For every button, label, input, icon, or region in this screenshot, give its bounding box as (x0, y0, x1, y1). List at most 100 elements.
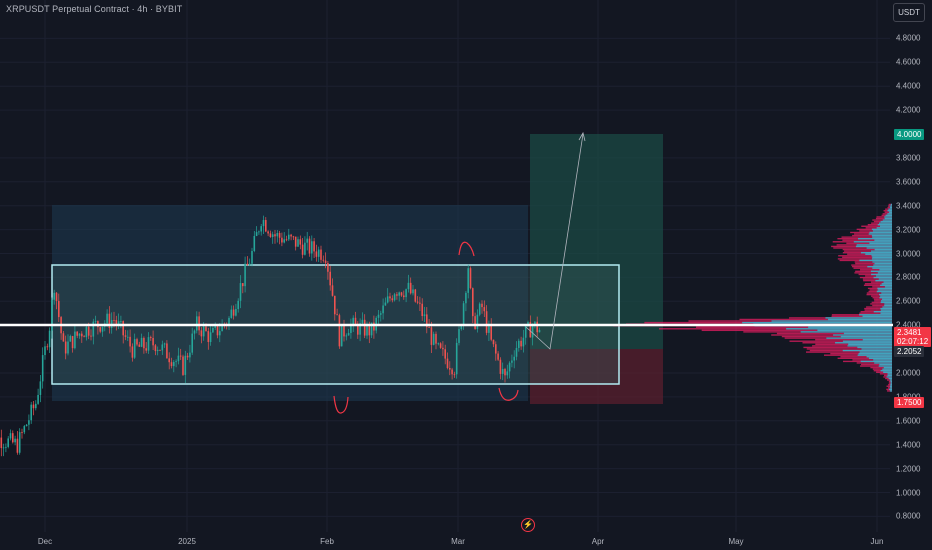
last-price-value: 2.3481 (897, 328, 922, 337)
volume-bar-buy (848, 343, 892, 346)
candle-body (317, 249, 320, 257)
volume-bar-sell (789, 340, 892, 342)
swing-high-marker[interactable] (458, 241, 475, 257)
candle-body (129, 336, 131, 347)
trade-target-zone[interactable] (530, 134, 663, 349)
volume-bar-sell (888, 380, 892, 383)
candle-body (458, 329, 460, 343)
candle-body (154, 345, 157, 352)
volume-bar-sell (776, 332, 892, 335)
volume-bar-buy (856, 244, 892, 246)
candle-body (30, 404, 32, 421)
candle-body (432, 333, 435, 345)
volume-bar-buy (883, 281, 892, 283)
volume-bar-buy (880, 312, 892, 314)
flash-icon[interactable]: ⚡ (521, 518, 535, 532)
time-tick-label: Jun (870, 537, 884, 546)
volume-bar-sell (879, 373, 892, 375)
volume-bar-buy (872, 236, 892, 238)
volume-bar-buy (861, 348, 892, 350)
volume-bar-sell (887, 390, 892, 392)
volume-bar-buy (869, 231, 892, 234)
candle-body (37, 394, 39, 404)
volume-bar-buy (786, 328, 892, 330)
volume-bar-buy (887, 373, 892, 375)
stop-price-label: 1.7500 (894, 397, 925, 408)
candle-body (513, 356, 515, 361)
candle-body (85, 326, 88, 338)
candle-body (391, 298, 394, 301)
price-tick-label: 1.0000 (896, 488, 921, 497)
projection-path[interactable] (525, 133, 584, 350)
volume-bar-sell (859, 269, 892, 271)
candle-body (161, 344, 164, 351)
volume-bar-sell (872, 219, 892, 221)
volume-bar-sell (851, 264, 892, 266)
candle-body (271, 234, 274, 238)
candle-body (345, 335, 348, 337)
candle-body (108, 313, 111, 328)
trade-stop-zone[interactable] (530, 349, 663, 404)
volume-bar-buy (874, 262, 892, 265)
swing-low-marker-1[interactable] (333, 395, 349, 414)
candle-body (147, 337, 150, 351)
candle-body (242, 283, 244, 287)
candle-body (439, 343, 442, 348)
volume-bar-sell (875, 217, 892, 220)
candle-body (120, 321, 122, 322)
volume-bar-buy (843, 332, 892, 335)
volume-bar-sell (701, 329, 892, 332)
price-tick-label: 2.6000 (896, 296, 921, 306)
volume-bar-sell (887, 379, 892, 381)
volume-bar-buy (884, 217, 892, 220)
candle-body (329, 271, 331, 286)
candle-body (377, 314, 380, 318)
volume-bar-buy (882, 306, 892, 308)
volume-bar-sell (840, 356, 892, 358)
candle-body (403, 295, 405, 298)
candle-body (221, 323, 223, 332)
time-tick-label: 2025 (178, 537, 196, 546)
candle-body (101, 326, 104, 332)
bar-countdown: 02:07:12 (897, 337, 929, 346)
volume-bar-buy (878, 278, 892, 280)
volume-bar-sell (852, 359, 892, 361)
candle-body (219, 331, 221, 336)
volume-bar-buy (865, 253, 892, 255)
candle-body (21, 432, 23, 433)
candle-body (462, 303, 465, 325)
currency-button[interactable]: USDT (893, 3, 925, 22)
candle-body (212, 327, 214, 333)
candle-body (175, 361, 177, 363)
volume-bar-sell (860, 365, 892, 367)
candle-body (324, 260, 327, 263)
volume-bar-sell (888, 203, 892, 206)
swing-low-marker-2[interactable] (498, 387, 519, 401)
candle-body (124, 335, 127, 337)
candle-body (531, 325, 534, 338)
candle-body (94, 321, 97, 322)
volume-bar-buy (889, 211, 892, 213)
candle-body (46, 346, 49, 348)
price-tick-label: 4.6000 (896, 57, 921, 67)
volume-bar-buy (877, 287, 892, 290)
candle-body (198, 316, 200, 331)
volume-bar-buy (881, 292, 892, 294)
candle-body (278, 233, 281, 238)
candle-body (499, 359, 502, 374)
candle-body (239, 283, 242, 301)
candle-body (529, 322, 532, 338)
volume-bar-sell (864, 309, 892, 311)
extended-zone[interactable] (52, 205, 528, 401)
volume-bar-buy (873, 310, 892, 313)
candle-body (23, 426, 26, 433)
volume-bar-sell (846, 242, 892, 245)
candle-body (81, 333, 83, 337)
volume-bar-sell (854, 272, 892, 274)
volume-bar-buy (887, 210, 892, 212)
volume-bar-buy (871, 228, 892, 231)
candle-body (384, 302, 387, 306)
candle-body (58, 300, 60, 318)
candle-body (55, 292, 58, 301)
